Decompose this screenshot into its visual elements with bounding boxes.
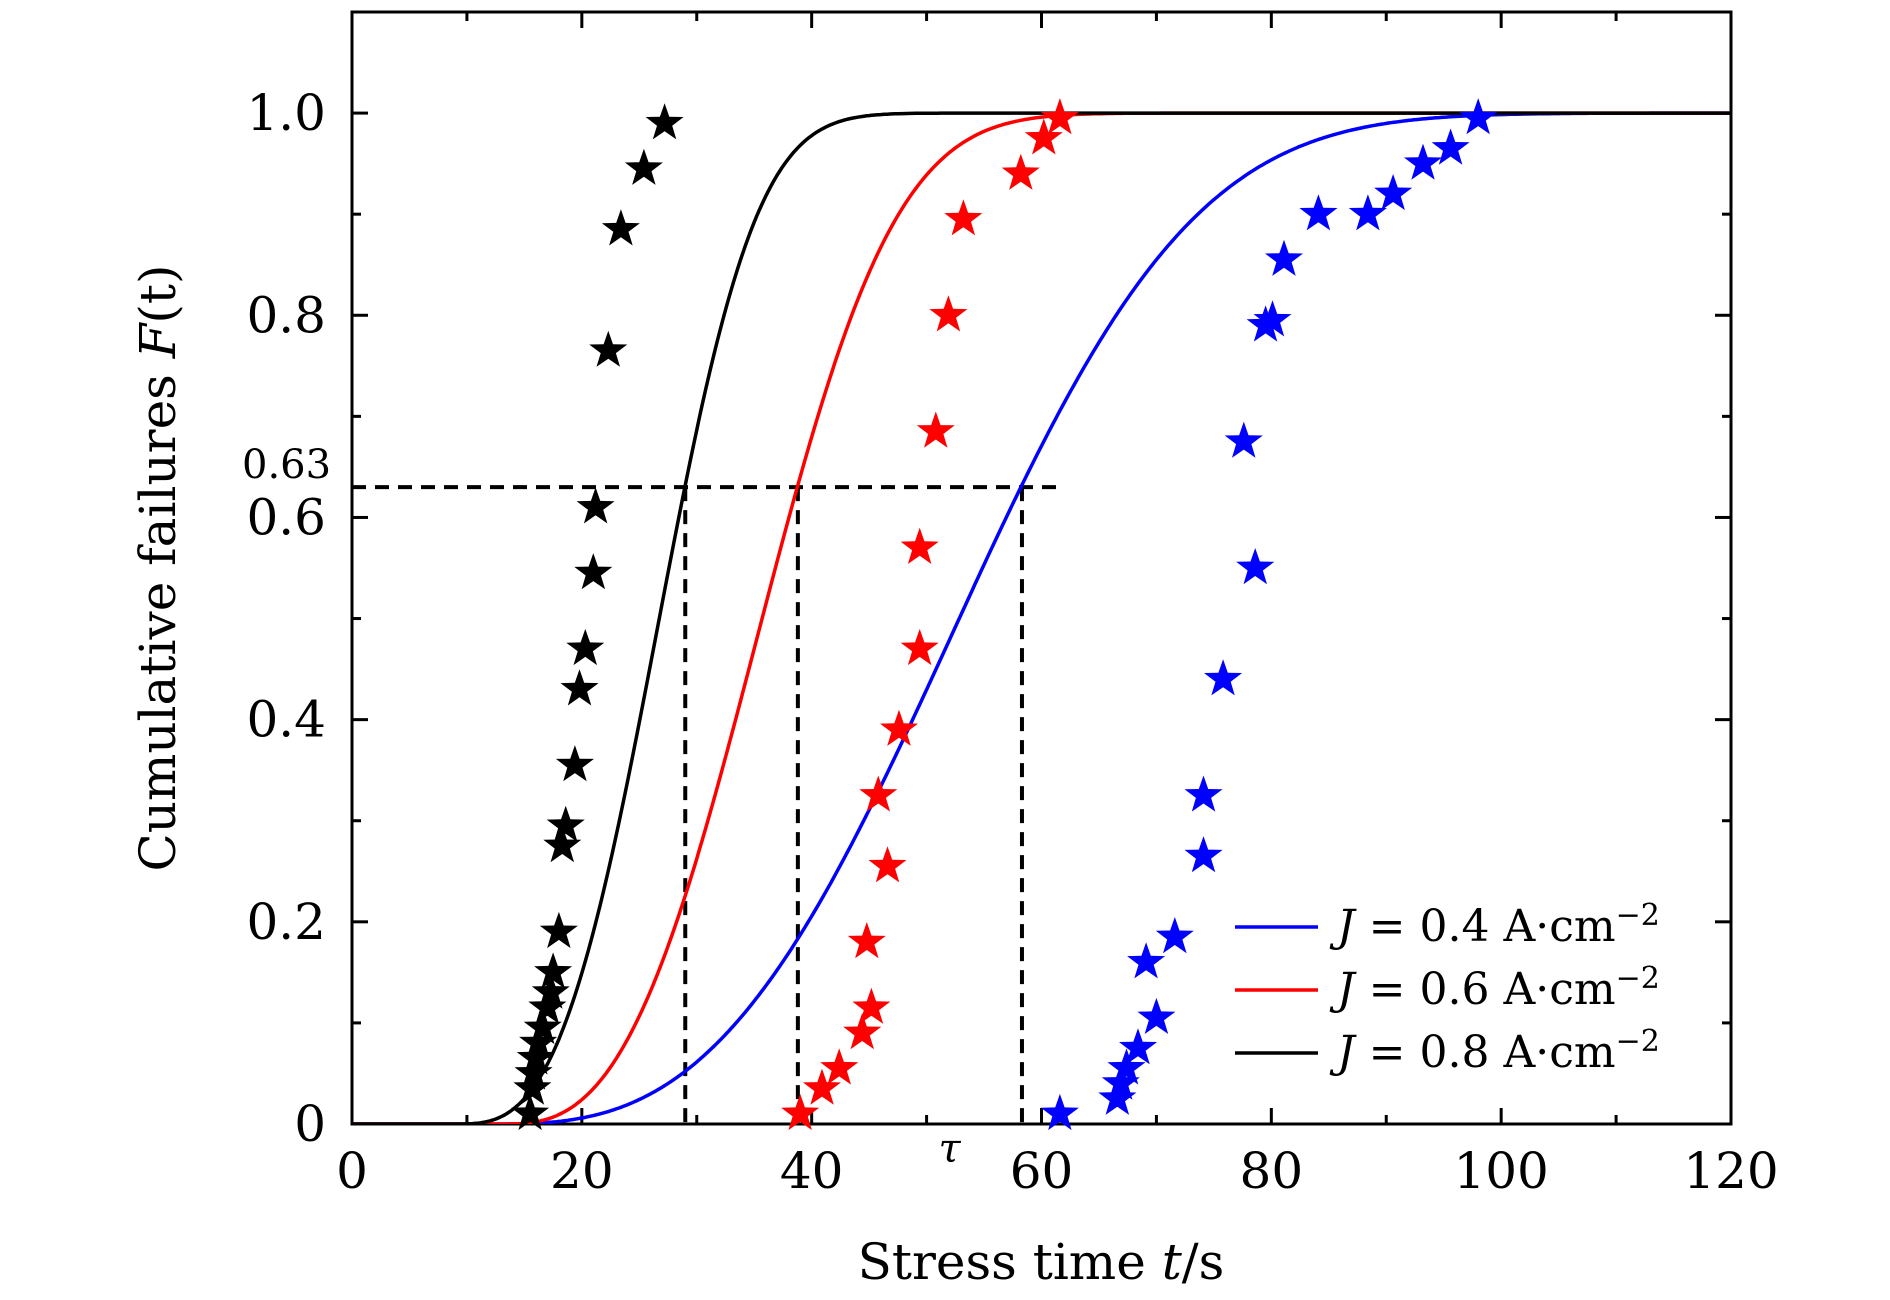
legend-label: J = 0.6 A·cm−2 xyxy=(1329,961,1660,1015)
data-point-star xyxy=(1127,942,1166,979)
data-point-star xyxy=(929,295,968,332)
data-point-star xyxy=(645,103,684,140)
data-point-star xyxy=(560,669,599,706)
data-point-star xyxy=(624,148,663,185)
data-point-star xyxy=(1001,153,1040,190)
data-point-star xyxy=(1431,128,1470,165)
data-point-star xyxy=(843,1013,882,1050)
y-tick-label: 0 xyxy=(294,1095,326,1153)
plot-frame xyxy=(350,10,1733,1126)
data-point-star xyxy=(852,987,891,1024)
x-tick-label: 0 xyxy=(336,1142,368,1200)
data-point-star xyxy=(880,709,918,746)
legend-label: J = 0.4 A·cm−2 xyxy=(1329,898,1660,952)
data-point-star xyxy=(1107,1048,1146,1085)
data-point-star xyxy=(574,553,613,590)
data-point-star xyxy=(534,952,573,989)
data-point-star xyxy=(528,987,567,1024)
x-tick-label: 20 xyxy=(550,1142,614,1200)
y-tick-label: 0.2 xyxy=(246,893,326,951)
data-point-star xyxy=(1184,836,1223,873)
y-axis-title: Cumulative failures F(t) xyxy=(129,264,187,871)
y-tick-label: 0.8 xyxy=(246,286,326,344)
data-point-star xyxy=(1040,98,1079,135)
x-axis-title: Stress time t/s xyxy=(858,1233,1225,1291)
data-point-star xyxy=(900,527,939,564)
data-point-star xyxy=(868,846,907,883)
tau-label: τ xyxy=(938,1126,961,1172)
y-tick-labels: 0 0.2 0.4 0.6 0.8 1.0 xyxy=(246,84,326,1153)
data-point-star xyxy=(803,1068,841,1105)
x-tick-label: 80 xyxy=(1240,1142,1304,1200)
data-point-star xyxy=(1348,194,1387,231)
data-point-star xyxy=(589,330,628,367)
x-tick-label: 100 xyxy=(1453,1142,1548,1200)
data-point-star xyxy=(1253,300,1292,337)
y-tick-label: 1.0 xyxy=(246,84,326,142)
data-point-star xyxy=(847,922,886,959)
data-point-star xyxy=(523,1008,562,1045)
data-point-star xyxy=(1265,239,1303,276)
data-point-star xyxy=(900,628,939,666)
x-tick-label: 120 xyxy=(1683,1142,1778,1200)
legend-label: J = 0.8 A·cm−2 xyxy=(1329,1024,1660,1078)
y-tick-label: 0.6 xyxy=(246,488,326,546)
data-point-star xyxy=(820,1048,859,1085)
data-point-star xyxy=(1184,775,1223,812)
data-point-star xyxy=(1459,98,1498,135)
x-tick-labels: 0 20 40 60 80 100 120 xyxy=(336,1142,1779,1200)
data-point-star xyxy=(513,1068,552,1105)
data-point-star xyxy=(781,1093,820,1131)
data-point-star xyxy=(1024,118,1063,155)
data-point-star xyxy=(1236,548,1275,585)
data-point-star xyxy=(1101,1063,1140,1100)
data-point-star xyxy=(546,805,585,842)
fit-curve xyxy=(352,111,1731,1124)
data-point-star xyxy=(1404,143,1442,180)
data-point-star xyxy=(916,411,955,448)
data-point-star xyxy=(1119,1028,1158,1065)
guide-lines xyxy=(352,485,1065,1124)
data-point-star xyxy=(1098,1078,1137,1115)
data-point-star xyxy=(1224,421,1263,458)
data-point-star xyxy=(519,1023,558,1060)
data-point-star xyxy=(576,487,615,524)
data-point-star xyxy=(1040,1093,1079,1131)
data-point-star xyxy=(1155,917,1194,954)
data-point-star xyxy=(566,628,605,666)
data-point-star xyxy=(944,199,983,236)
data-point-star xyxy=(543,826,582,863)
legend: J = 0.4 A·cm−2 J = 0.6 A·cm−2 J = 0.8 A·cm… xyxy=(1235,898,1660,1078)
data-point-star xyxy=(1299,194,1338,231)
data-point-star xyxy=(514,1053,553,1090)
data-point-star xyxy=(1374,174,1413,211)
x-tick-label: 60 xyxy=(1010,1142,1074,1200)
axis-ticks xyxy=(350,12,1733,1126)
data-point-star xyxy=(1204,659,1243,696)
data-point-star xyxy=(516,1038,555,1075)
data-point-star xyxy=(531,972,570,1009)
data-point-star xyxy=(555,745,594,782)
data-markers xyxy=(511,98,1498,1131)
fit-curves xyxy=(352,111,1731,1124)
data-point-star xyxy=(1137,997,1176,1034)
data-point-star xyxy=(601,209,640,246)
data-point-star xyxy=(539,911,578,949)
level-label: 0.63 xyxy=(242,442,331,488)
data-point-star xyxy=(511,1093,550,1131)
data-point-star xyxy=(859,775,898,812)
x-tick-label: 40 xyxy=(780,1142,844,1200)
y-tick-label: 0.4 xyxy=(246,691,326,749)
